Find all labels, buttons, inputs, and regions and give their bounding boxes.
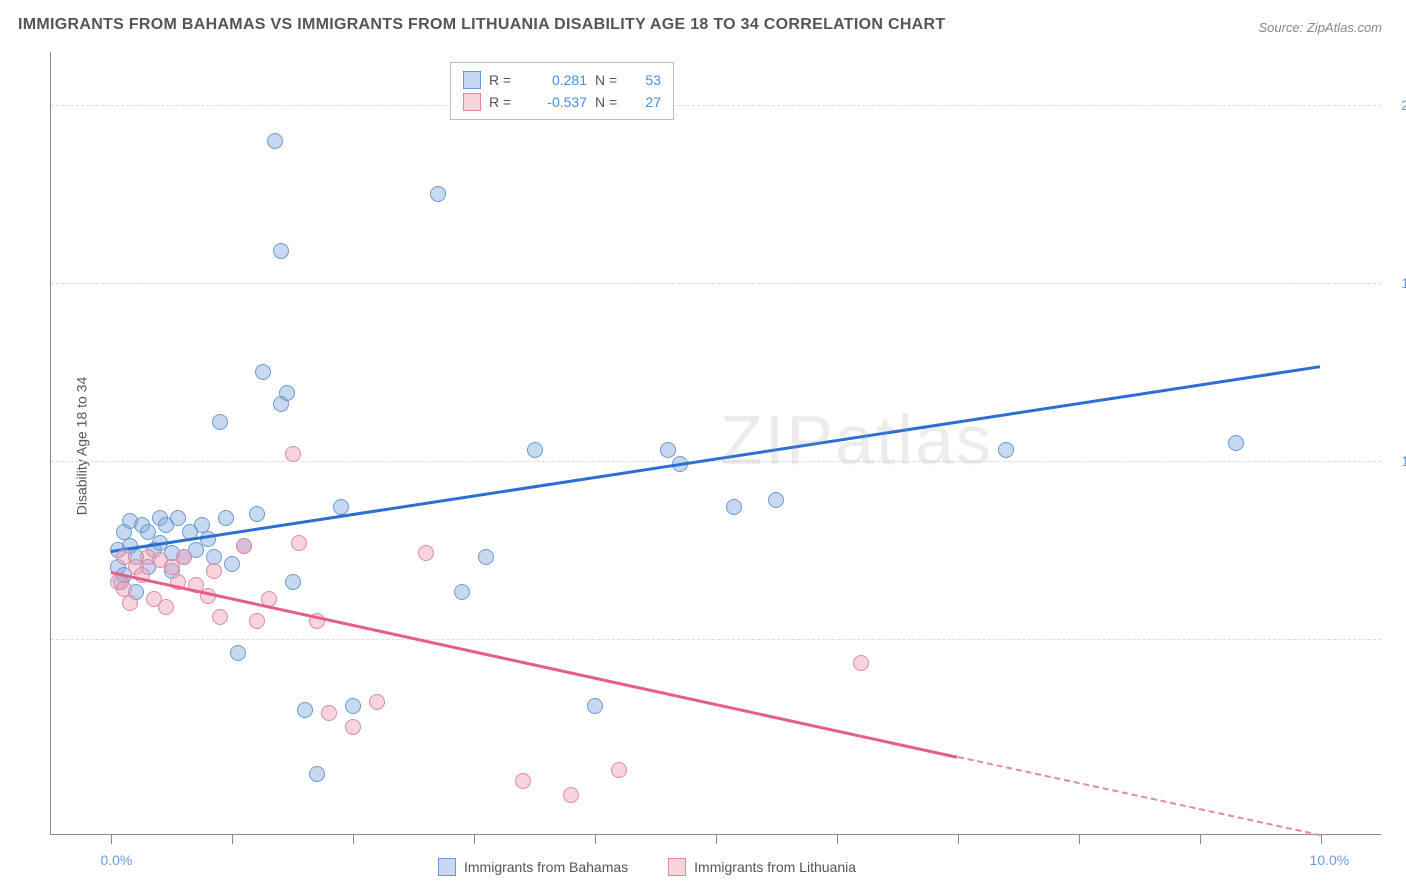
r-value: 0.281 bbox=[527, 69, 587, 91]
scatter-point bbox=[345, 719, 361, 735]
x-tick bbox=[353, 834, 354, 844]
scatter-point bbox=[418, 545, 434, 561]
scatter-point bbox=[224, 556, 240, 572]
scatter-point bbox=[587, 698, 603, 714]
scatter-point bbox=[218, 510, 234, 526]
n-label: N = bbox=[595, 91, 625, 113]
y-tick-label: 15.0% bbox=[1401, 275, 1406, 291]
chart-container: { "title": "IMMIGRANTS FROM BAHAMAS VS I… bbox=[0, 0, 1406, 892]
r-label: R = bbox=[489, 69, 519, 91]
scatter-point bbox=[430, 186, 446, 202]
x-tick bbox=[837, 834, 838, 844]
scatter-point bbox=[212, 609, 228, 625]
legend-stat-row: R = 0.281 N = 53 bbox=[463, 69, 661, 91]
correlation-legend: R = 0.281 N = 53 R = -0.537 N = 27 bbox=[450, 62, 674, 120]
plot-area: 5.0%10.0%15.0%20.0% bbox=[50, 52, 1381, 835]
scatter-point bbox=[249, 613, 265, 629]
scatter-point bbox=[212, 414, 228, 430]
scatter-point bbox=[158, 599, 174, 615]
scatter-point bbox=[309, 766, 325, 782]
scatter-point bbox=[527, 442, 543, 458]
scatter-point bbox=[236, 538, 252, 554]
gridline bbox=[51, 105, 1381, 106]
scatter-point bbox=[478, 549, 494, 565]
legend-swatch bbox=[438, 858, 456, 876]
scatter-point bbox=[273, 243, 289, 259]
legend-swatch bbox=[463, 71, 481, 89]
scatter-point bbox=[768, 492, 784, 508]
scatter-point bbox=[249, 506, 265, 522]
scatter-point bbox=[206, 563, 222, 579]
scatter-point bbox=[660, 442, 676, 458]
n-value: 27 bbox=[633, 91, 661, 113]
x-tick-label: 0.0% bbox=[100, 852, 132, 868]
legend-swatch bbox=[463, 93, 481, 111]
x-tick bbox=[111, 834, 112, 844]
n-value: 53 bbox=[633, 69, 661, 91]
source-label: Source: ZipAtlas.com bbox=[1258, 20, 1382, 35]
scatter-point bbox=[369, 694, 385, 710]
x-tick-label: 10.0% bbox=[1310, 852, 1350, 868]
x-tick bbox=[595, 834, 596, 844]
x-tick bbox=[474, 834, 475, 844]
y-tick-label: 10.0% bbox=[1401, 453, 1406, 469]
gridline bbox=[51, 461, 1381, 462]
x-tick bbox=[1079, 834, 1080, 844]
y-tick-label: 20.0% bbox=[1401, 97, 1406, 113]
gridline bbox=[51, 283, 1381, 284]
scatter-point bbox=[255, 364, 271, 380]
x-tick bbox=[1200, 834, 1201, 844]
scatter-point bbox=[726, 499, 742, 515]
scatter-point bbox=[321, 705, 337, 721]
scatter-point bbox=[611, 762, 627, 778]
r-label: R = bbox=[489, 91, 519, 113]
scatter-point bbox=[279, 385, 295, 401]
x-tick bbox=[716, 834, 717, 844]
legend-label: Immigrants from Bahamas bbox=[464, 859, 628, 875]
scatter-point bbox=[285, 446, 301, 462]
series-legend: Immigrants from Bahamas Immigrants from L… bbox=[438, 858, 856, 876]
scatter-point bbox=[563, 787, 579, 803]
scatter-point bbox=[230, 645, 246, 661]
scatter-point bbox=[122, 595, 138, 611]
legend-label: Immigrants from Lithuania bbox=[694, 859, 856, 875]
n-label: N = bbox=[595, 69, 625, 91]
x-tick bbox=[232, 834, 233, 844]
scatter-point bbox=[454, 584, 470, 600]
r-value: -0.537 bbox=[527, 91, 587, 113]
legend-swatch bbox=[668, 858, 686, 876]
x-tick bbox=[958, 834, 959, 844]
scatter-point bbox=[345, 698, 361, 714]
legend-item: Immigrants from Lithuania bbox=[668, 858, 856, 876]
scatter-point bbox=[176, 549, 192, 565]
scatter-point bbox=[515, 773, 531, 789]
legend-item: Immigrants from Bahamas bbox=[438, 858, 628, 876]
scatter-point bbox=[1228, 435, 1244, 451]
scatter-point bbox=[297, 702, 313, 718]
scatter-point bbox=[998, 442, 1014, 458]
scatter-point bbox=[267, 133, 283, 149]
scatter-point bbox=[285, 574, 301, 590]
trend-line-extrapolated bbox=[958, 756, 1321, 836]
scatter-point bbox=[291, 535, 307, 551]
trend-line bbox=[111, 571, 958, 758]
gridline bbox=[51, 639, 1381, 640]
scatter-point bbox=[170, 510, 186, 526]
chart-title: IMMIGRANTS FROM BAHAMAS VS IMMIGRANTS FR… bbox=[18, 16, 945, 34]
scatter-point bbox=[333, 499, 349, 515]
scatter-point bbox=[853, 655, 869, 671]
legend-stat-row: R = -0.537 N = 27 bbox=[463, 91, 661, 113]
x-tick bbox=[1321, 834, 1322, 844]
